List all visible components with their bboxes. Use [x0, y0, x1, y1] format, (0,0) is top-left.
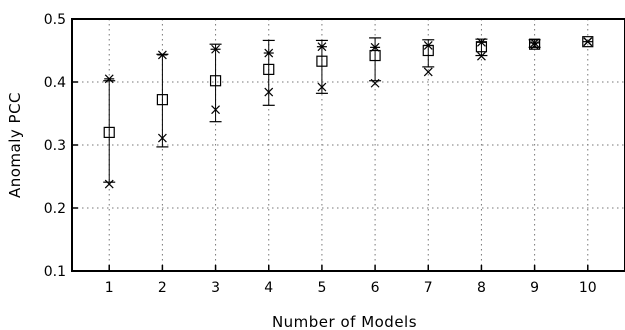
- point-cross: [477, 51, 486, 61]
- x-tick-label: 5: [317, 280, 326, 296]
- point-asterisk: [210, 44, 221, 54]
- grid: [72, 18, 625, 272]
- x-tick-label: 3: [211, 280, 220, 296]
- point-asterisk: [316, 42, 327, 52]
- point-asterisk: [104, 74, 115, 84]
- point-cross: [211, 105, 220, 115]
- y-tick-label: 0.1: [44, 264, 66, 280]
- point-cross: [264, 87, 274, 97]
- x-axis-label: Number of Models: [272, 313, 417, 330]
- point-square: [369, 49, 381, 62]
- x-tick-label: 10: [579, 280, 597, 296]
- point-cross: [317, 82, 327, 92]
- point-square: [103, 126, 115, 139]
- point-asterisk: [423, 41, 434, 50]
- point-cross: [370, 78, 380, 88]
- x-tick-label: 1: [105, 280, 114, 296]
- point-square: [263, 63, 275, 76]
- error-bars: [103, 37, 541, 183]
- point-asterisk: [370, 42, 381, 52]
- x-tick-label: 8: [477, 280, 486, 296]
- point-asterisk: [157, 50, 168, 60]
- ticks: 1 2 3 4 5 6 7 8 9 10 0.1 0.2 0.3 0.4 0.5: [44, 12, 597, 296]
- y-tick-label: 0.3: [44, 138, 66, 154]
- point-cross: [583, 37, 593, 47]
- markers: [103, 36, 594, 189]
- x-tick-label: 2: [158, 280, 167, 296]
- y-tick-label: 0.4: [44, 75, 66, 91]
- point-cross: [104, 179, 114, 189]
- x-tick-label: 9: [530, 280, 539, 296]
- y-tick-label: 0.5: [44, 12, 66, 28]
- point-cross: [423, 67, 433, 77]
- y-tick-label: 0.2: [44, 201, 66, 217]
- y-axis-label: Anomaly PCC: [6, 92, 24, 198]
- point-square: [209, 75, 222, 87]
- x-tick-label: 7: [424, 280, 433, 296]
- point-square: [529, 38, 541, 50]
- point-square: [156, 94, 168, 106]
- x-tick-label: 6: [371, 280, 380, 296]
- point-asterisk: [263, 48, 274, 58]
- point-cross: [157, 133, 167, 143]
- x-tick-label: 4: [264, 280, 273, 296]
- point-square: [316, 55, 328, 67]
- point-cross: [530, 41, 540, 50]
- point-asterisk: [476, 37, 487, 47]
